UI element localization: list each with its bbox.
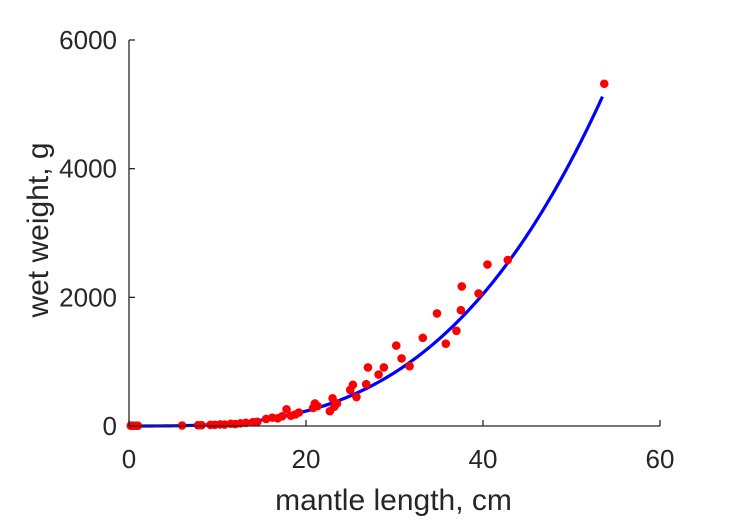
data-point <box>397 354 406 363</box>
axes <box>128 40 660 427</box>
x-axis-label: mantle length, cm <box>275 484 512 517</box>
data-point <box>452 326 461 336</box>
data-point <box>253 417 262 427</box>
data-point <box>599 79 609 89</box>
data-point <box>294 408 304 417</box>
data-point <box>441 339 451 348</box>
data-point <box>474 289 483 298</box>
data-point <box>432 309 442 318</box>
x-tick-label: 0 <box>122 444 136 474</box>
y-tick-label: 0 <box>103 411 117 441</box>
data-point <box>282 404 291 414</box>
ticks-layer: 0 20 40 60 0 2000 4000 6000 <box>59 25 674 474</box>
data-point <box>197 420 206 430</box>
data-point <box>483 260 492 269</box>
fit-curve-layer <box>129 95 604 428</box>
x-tick-label: 20 <box>292 444 321 474</box>
y-tick-label: 2000 <box>59 282 117 312</box>
data-point <box>374 370 383 379</box>
data-point <box>277 412 287 421</box>
x-tick-label: 40 <box>469 444 498 474</box>
data-point <box>352 392 361 402</box>
data-point <box>332 399 342 408</box>
data-point <box>361 379 371 389</box>
y-axis-label: wet weight, g <box>22 142 55 318</box>
data-points-layer <box>126 79 609 430</box>
data-point <box>348 380 358 390</box>
data-point <box>391 341 401 350</box>
data-point <box>503 255 513 265</box>
y-tick-label: 6000 <box>59 25 117 55</box>
data-point <box>405 361 414 371</box>
data-point <box>379 363 389 372</box>
data-point <box>313 401 322 411</box>
data-point <box>241 418 251 428</box>
y-tick-label: 4000 <box>59 154 117 184</box>
fit-curve <box>129 95 604 428</box>
data-point <box>418 333 428 343</box>
x-tick-label: 60 <box>646 444 675 474</box>
data-point <box>363 363 373 372</box>
data-point <box>457 282 467 291</box>
data-point <box>456 305 466 315</box>
